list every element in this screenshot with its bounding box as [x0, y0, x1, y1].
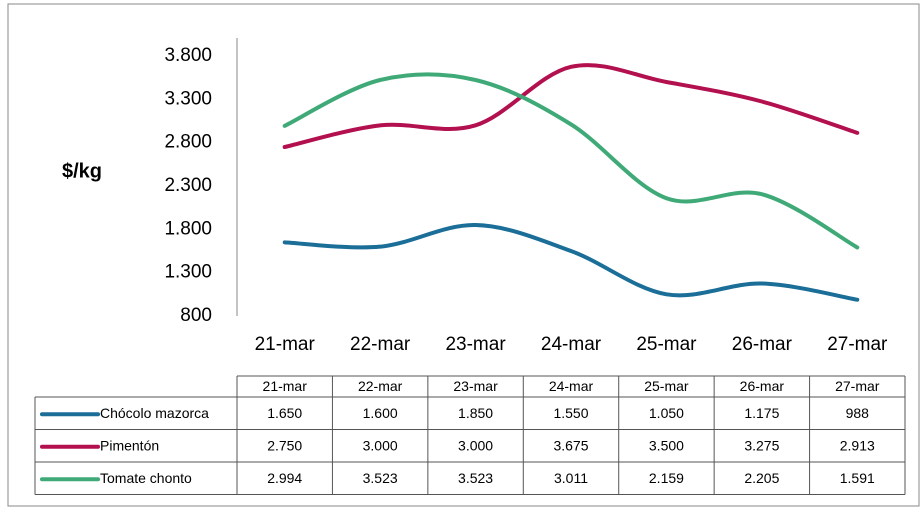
table-value: 1.175: [744, 405, 779, 421]
table-value: 3.500: [649, 437, 684, 453]
y-tick-label: 2.800: [164, 132, 212, 153]
table-value: 2.159: [649, 470, 684, 486]
y-axis-label: $/kg: [62, 160, 102, 182]
table-header: 21-mar: [263, 378, 308, 394]
table-value: 3.275: [744, 437, 779, 453]
table-value: 1.600: [363, 405, 398, 421]
series-line: [282, 63, 860, 149]
table-value: 2.994: [267, 470, 302, 486]
series-line: [282, 222, 860, 302]
table-header: 26-mar: [740, 378, 785, 394]
legend-label: Tomate chonto: [100, 470, 192, 486]
chart-frame: [7, 3, 920, 507]
table-value: 3.000: [363, 437, 398, 453]
legend-label: Chócolo mazorca: [100, 405, 209, 421]
y-tick-label: 1.800: [164, 218, 212, 239]
table-value: 3.523: [458, 470, 493, 486]
table-value: 3.011: [554, 470, 588, 486]
x-tick-label: 24-mar: [541, 334, 602, 355]
x-tick-label: 25-mar: [636, 334, 697, 355]
x-tick-label: 27-mar: [827, 334, 888, 355]
table-value: 2.913: [840, 437, 875, 453]
table-value: 2.205: [744, 470, 779, 486]
table-header: 24-mar: [549, 378, 594, 394]
table-value: 3.000: [458, 437, 493, 453]
table-value: 1.650: [267, 405, 302, 421]
table-value: 1.550: [553, 405, 588, 421]
table-value: 1.050: [649, 405, 684, 421]
table-value: 1.591: [840, 470, 875, 486]
x-tick-label: 23-mar: [445, 334, 506, 355]
table-value: 3.675: [553, 437, 588, 453]
y-tick-label: 2.300: [164, 175, 212, 196]
table-value: 1.850: [458, 405, 493, 421]
x-tick-label: 26-mar: [732, 334, 793, 355]
y-tick-label: 3.300: [164, 88, 212, 109]
x-tick-label: 22-mar: [350, 334, 411, 355]
table-header: 23-mar: [453, 378, 498, 394]
y-tick-label: 3.800: [164, 45, 212, 66]
table-value: 3.523: [363, 470, 398, 486]
table-header: 25-mar: [644, 378, 689, 394]
series-line: [282, 72, 860, 250]
table-value: 988: [846, 405, 870, 421]
table-header: 22-mar: [358, 378, 403, 394]
x-tick-label: 21-mar: [255, 334, 316, 355]
legend-label: Pimentón: [100, 437, 159, 453]
y-tick-label: 800: [180, 305, 212, 326]
y-tick-label: 1.300: [164, 262, 212, 283]
table-header: 27-mar: [835, 378, 880, 394]
table-value: 2.750: [267, 437, 302, 453]
